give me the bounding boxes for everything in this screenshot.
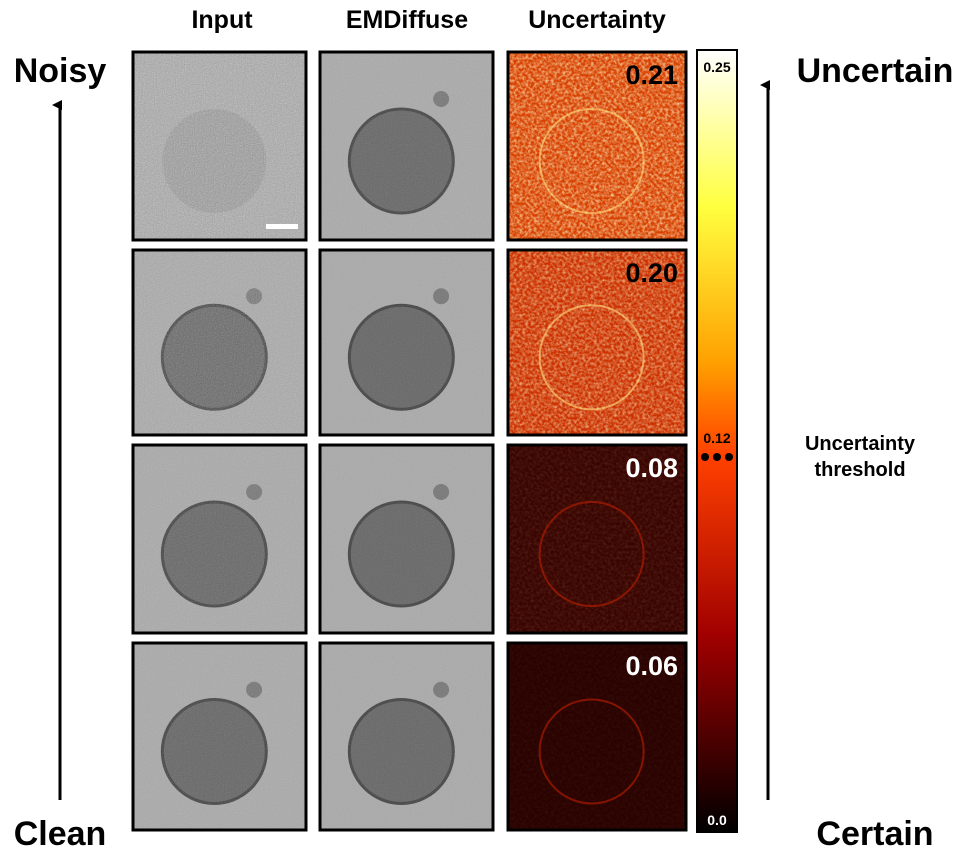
edge — [538, 698, 645, 805]
noise — [133, 643, 306, 830]
edge — [538, 304, 645, 411]
noise — [133, 250, 306, 435]
noise — [320, 52, 493, 240]
threshold-text: Uncertainty — [805, 433, 916, 455]
axis-label: Noisy — [14, 52, 107, 90]
panel-border — [131, 50, 308, 242]
threshold-dots — [701, 453, 733, 461]
axis-label: Certain — [816, 815, 933, 853]
panel-border — [318, 641, 495, 832]
noise — [320, 250, 493, 435]
scale-bar — [266, 224, 298, 229]
panel-border — [131, 443, 308, 635]
noise — [133, 445, 306, 633]
colorbar — [696, 49, 738, 833]
panel-border — [318, 50, 495, 242]
colorbar-label: 0.12 — [703, 430, 730, 446]
uncertainty-value: 0.21 — [625, 60, 678, 90]
noise — [133, 52, 306, 240]
panel-border — [506, 641, 688, 832]
panel-border — [131, 641, 308, 832]
column-header: EMDiffuse — [346, 6, 468, 34]
edge — [538, 501, 645, 608]
noise — [508, 52, 686, 240]
panel-border — [506, 443, 688, 635]
noise — [508, 250, 686, 435]
colorbar-label: 0.0 — [707, 812, 727, 828]
panel-border — [131, 248, 308, 437]
axis-label: Uncertain — [797, 52, 954, 90]
panel-border — [318, 248, 495, 437]
uncertainty-value: 0.08 — [625, 453, 678, 483]
noise — [320, 445, 493, 633]
noise — [508, 643, 686, 830]
panel-border — [506, 50, 688, 242]
noise — [508, 445, 686, 633]
threshold-text: threshold — [814, 459, 905, 481]
uncertainty-value: 0.06 — [625, 651, 678, 681]
colorbar-label: 0.25 — [703, 59, 730, 75]
column-header: Uncertainty — [528, 6, 666, 34]
panels: 0.21 0.20 0.08 0.06 — [131, 50, 688, 832]
edge — [538, 108, 645, 215]
column-header: Input — [191, 6, 253, 34]
panel-border — [506, 248, 688, 437]
noise — [320, 643, 493, 830]
uncertainty-value: 0.20 — [625, 258, 678, 288]
panel-border — [318, 443, 495, 635]
axis-label: Clean — [14, 815, 107, 853]
